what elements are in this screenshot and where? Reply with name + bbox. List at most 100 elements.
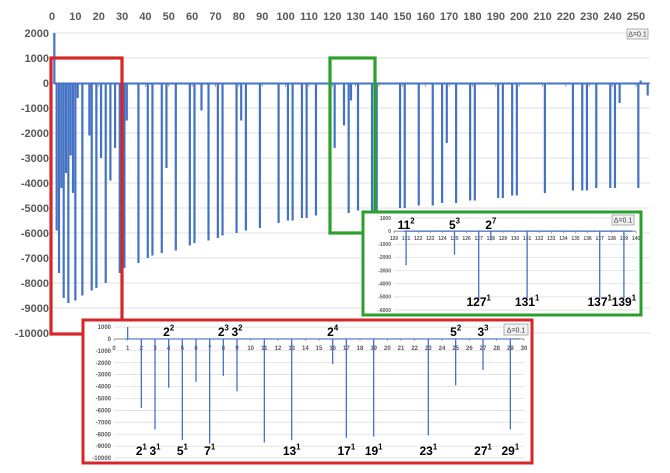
- label-base: 2: [485, 218, 492, 232]
- x-tick-label: 200: [510, 11, 528, 23]
- y-tick-label: -6000: [378, 308, 391, 314]
- x-tick-label: 120: [390, 236, 399, 242]
- x-tick-label: 15: [316, 346, 323, 352]
- y-tick-label: -2000: [96, 361, 112, 367]
- y-tick-label: -10000: [92, 456, 111, 462]
- x-tick-label: 140: [370, 11, 388, 23]
- x-tick-label: 124: [438, 236, 447, 242]
- y-tick-label: -1000: [21, 103, 49, 115]
- x-tick-label: 138: [608, 236, 617, 242]
- x-tick-label: 12: [275, 346, 282, 352]
- x-tick-label: 10: [69, 11, 81, 23]
- delta-label-box: [626, 28, 649, 40]
- label-exponent: 3: [456, 217, 461, 226]
- x-tick-label: 0: [112, 346, 116, 352]
- prime-power-label: 231: [419, 443, 437, 458]
- label-exponent: 1: [211, 443, 216, 452]
- x-tick-label: 100: [276, 11, 294, 23]
- x-tick-label: 135: [571, 236, 580, 242]
- label-exponent: 2: [410, 217, 415, 226]
- label-base: 29: [501, 444, 515, 458]
- y-tick-label: -7000: [21, 253, 49, 265]
- label-exponent: 1: [156, 443, 161, 452]
- label-base: 23: [419, 444, 433, 458]
- y-tick-labels: 1000 0 -1000 -2000 -3000 -4000 -5000 -6000: [378, 216, 391, 314]
- x-tick-label: 28: [493, 346, 500, 352]
- delta-label: Δ=0.1: [503, 323, 529, 336]
- series: [403, 230, 633, 300]
- y-tick-label: 0: [43, 78, 49, 90]
- y-tick-label: -5000: [21, 203, 49, 215]
- prime-power-label: 171: [337, 443, 355, 458]
- y-tick-label: 1000: [25, 53, 49, 65]
- label-exponent: 1: [632, 294, 637, 303]
- x-tick-label: 150: [393, 11, 411, 23]
- prime-power-label: 24: [327, 324, 339, 339]
- prime-power-label: 21: [136, 443, 148, 458]
- y-tick-label: -10000: [15, 328, 49, 340]
- y-tick-label: -5000: [96, 397, 112, 403]
- prime-power-label: 191: [365, 443, 383, 458]
- y-tick-label: 0: [388, 229, 391, 235]
- x-tick-label: 130: [346, 11, 364, 23]
- x-tick-label: 123: [426, 236, 435, 242]
- series: [124, 327, 520, 444]
- delta-label-text: Δ=0.1: [628, 32, 647, 39]
- x-tick-label: 18: [357, 346, 364, 352]
- x-tick-label: 10: [247, 346, 254, 352]
- x-tick-label: 1: [126, 346, 130, 352]
- x-tick-label: 160: [417, 11, 435, 23]
- prime-power-label: 131: [283, 443, 301, 458]
- inset-background: [363, 212, 641, 315]
- prime-power-label: 32: [231, 324, 243, 339]
- label-exponent: 1: [608, 294, 613, 303]
- x-tick-label: 140: [632, 236, 641, 242]
- label-base: 11: [398, 218, 411, 232]
- label-exponent: 1: [296, 443, 301, 452]
- label-base: 7: [204, 444, 211, 458]
- prime-power-label: 271: [474, 443, 492, 458]
- label-base: 127: [467, 295, 487, 309]
- label-exponent: 1: [378, 443, 383, 452]
- label-exponent: 3: [225, 324, 230, 333]
- label-base: 5: [449, 218, 456, 232]
- y-tick-label: -9000: [21, 303, 49, 315]
- prime-power-label: 1391: [612, 294, 637, 309]
- delta-label-box: [611, 214, 635, 226]
- prime-power-label: 112: [398, 217, 416, 232]
- y-tick-labels: 1000 0 -1000 -2000 -3000 -4000 -5000 -6000 -7000…: [92, 325, 111, 462]
- label-exponent: 1: [351, 443, 356, 452]
- label-base: 5: [450, 325, 457, 339]
- x-tick-label: 136: [583, 236, 592, 242]
- label-exponent: 1: [535, 294, 540, 303]
- label-base: 5: [177, 444, 184, 458]
- x-tick-label: 122: [414, 236, 423, 242]
- y-tick-label: -5000: [378, 295, 391, 301]
- prime-power-label: 291: [501, 443, 519, 458]
- prime-power-label: 52: [450, 324, 462, 339]
- inset-border: [81, 318, 534, 465]
- y-tick-label: -3000: [21, 153, 49, 165]
- label-base: 137: [588, 295, 608, 309]
- prime-power-label: 71: [204, 443, 216, 458]
- label-base: 131: [515, 295, 535, 309]
- x-tick-label: 40: [139, 11, 151, 23]
- prime-power-label: 1271: [467, 294, 492, 309]
- x-tick-label: 130: [511, 236, 520, 242]
- label-exponent: 2: [457, 324, 462, 333]
- y-tick-label: -8000: [21, 278, 49, 290]
- prime-power-label: 53: [449, 217, 461, 232]
- prime-power-label: 51: [177, 443, 189, 458]
- label-base: 2: [163, 325, 170, 339]
- y-tick-label: 2000: [25, 28, 49, 40]
- label-exponent: 4: [334, 324, 339, 333]
- delta-label: Δ=0.1: [626, 28, 649, 40]
- label-exponent: 1: [515, 443, 520, 452]
- label-base: 2: [218, 325, 225, 339]
- y-tick-label: -2000: [21, 128, 49, 140]
- y-tick-label: -3000: [96, 373, 112, 379]
- x-tick-label: 132: [535, 236, 544, 242]
